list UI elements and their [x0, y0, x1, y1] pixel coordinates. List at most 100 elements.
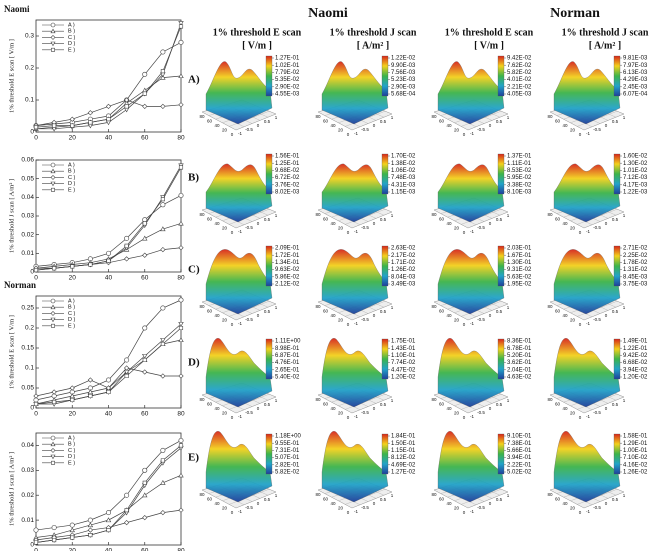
offset-tick-label: 0.5 — [496, 309, 503, 314]
offset-tick-label: -0.5 — [593, 410, 601, 415]
colorbar-label: 7.56E-03 — [391, 70, 416, 76]
x-tick-label: 0 — [34, 135, 38, 142]
legend-label: E ) — [68, 187, 75, 193]
offset-tick-label: -1 — [238, 509, 242, 514]
colorbar-label: 7.79E-02 — [275, 70, 300, 76]
x-tick-label: 40 — [105, 411, 113, 418]
y-tick-label: 0.03 — [21, 467, 34, 474]
offset-tick-label: 0 — [257, 221, 260, 226]
point — [160, 202, 166, 208]
offset-tick-label: -0.5 — [593, 127, 601, 132]
colorbar-label: 2.25E-02 — [623, 253, 648, 259]
point — [106, 117, 111, 122]
point — [124, 243, 129, 248]
offset-tick-label: -0.5 — [477, 225, 485, 230]
colorbar-label: 2.90E-02 — [275, 84, 300, 90]
y-axis-label: 1% threshold J scan [ A/m² ] — [8, 179, 15, 253]
offset-tick-label: -0.5 — [361, 225, 369, 230]
colorbar — [613, 338, 621, 380]
offset-tick-label: 1 — [275, 213, 278, 218]
point — [142, 91, 147, 96]
colorbar-label: 1.34E-01 — [275, 260, 300, 266]
offset-tick-label: -0.5 — [593, 317, 601, 322]
colorbar-label: 4.29E-03 — [623, 77, 648, 83]
angle-tick-label: 80 — [547, 492, 553, 497]
colorbar-label: 9.10E-01 — [507, 434, 532, 440]
angle-tick-label: 0 — [463, 322, 466, 327]
colorbar-label: 5.82E-02 — [507, 70, 532, 76]
offset-tick-label: 0 — [257, 501, 260, 506]
offset-tick-label: 1 — [507, 213, 510, 218]
y-tick-label: 0.1 — [25, 365, 34, 372]
offset-tick-label: 1 — [391, 493, 394, 498]
offset-tick-label: 0.5 — [380, 309, 387, 314]
colorbar-label: 2.03E-01 — [507, 246, 532, 252]
point — [160, 74, 166, 80]
point — [142, 480, 147, 485]
colorbar-label: 1.58E-01 — [623, 434, 648, 440]
point — [142, 369, 148, 375]
colorbar-label: 1.27E-01 — [275, 56, 300, 62]
offset-tick-label: 1 — [391, 305, 394, 310]
angle-tick-label: 0 — [463, 230, 466, 235]
colorbar-label: 7.10E-02 — [623, 455, 648, 461]
colorbar-label: 1.71E-02 — [391, 260, 416, 266]
colorbar-label: 8.04E-03 — [391, 274, 416, 280]
offset-tick-label: -0.5 — [245, 410, 253, 415]
offset-tick-label: -1 — [238, 131, 242, 136]
colorbar-label: 1.22E-02 — [391, 56, 416, 62]
legend-label: D ) — [68, 181, 76, 187]
angle-tick-label: 20 — [222, 317, 228, 322]
offset-tick-label: 0 — [257, 313, 260, 318]
angle-tick-label: 60 — [207, 309, 213, 314]
colorbar-label: 2.82E-01 — [275, 462, 300, 468]
y-tick-label: 0.02 — [21, 492, 34, 499]
x-tick-label: 0 — [34, 411, 38, 418]
colorbar-label: 5.82E-02 — [275, 470, 300, 476]
point — [106, 510, 112, 516]
offset-tick-label: -1 — [586, 509, 590, 514]
legend-label: D ) — [68, 41, 76, 47]
colorbar-label: 2.63E-02 — [391, 246, 416, 252]
offset-tick-label: 0 — [605, 123, 608, 128]
offset-tick-label: -0.5 — [245, 505, 253, 510]
colorbar-label: 3.76E-02 — [275, 182, 300, 188]
legend-label: D ) — [68, 454, 76, 460]
surface — [553, 431, 621, 503]
colorbar-label: 7.38E-01 — [507, 441, 532, 447]
offset-tick-label: 0 — [605, 313, 608, 318]
angle-tick-label: 80 — [199, 397, 205, 402]
point — [123, 369, 130, 375]
point — [88, 262, 93, 267]
colorbar-label: 1.11E-01 — [507, 161, 532, 167]
point — [160, 479, 166, 485]
angle-tick-label: 80 — [315, 304, 321, 309]
point — [87, 377, 93, 383]
angle-tick-label: 20 — [570, 505, 576, 510]
surface — [321, 61, 389, 125]
angle-tick-label: 60 — [323, 217, 329, 222]
angle-tick-label: 0 — [347, 415, 350, 420]
offset-tick-label: 1 — [623, 115, 626, 120]
colorbar-label: 5.68E-04 — [391, 92, 416, 98]
colorbar-label: 2.04E-01 — [507, 367, 532, 373]
angle-tick-label: 40 — [214, 313, 220, 318]
offset-tick-label: -1 — [470, 131, 474, 136]
angle-tick-label: 80 — [431, 492, 437, 497]
surface — [437, 249, 505, 315]
angle-tick-label: 20 — [338, 127, 344, 132]
legend-marker — [50, 441, 56, 447]
point — [124, 235, 130, 241]
offset-tick-label: 0.5 — [612, 217, 619, 222]
point — [178, 297, 184, 303]
point — [124, 519, 130, 526]
column-unit: [ A/m² ] — [357, 40, 389, 51]
colorbar — [381, 433, 389, 475]
angle-tick-label: 80 — [431, 304, 437, 309]
offset-tick-label: -1 — [586, 414, 590, 419]
angle-tick-label: 20 — [570, 317, 576, 322]
angle-tick-label: 20 — [570, 410, 576, 415]
point — [160, 337, 166, 343]
angle-tick-label: 0 — [463, 132, 466, 137]
